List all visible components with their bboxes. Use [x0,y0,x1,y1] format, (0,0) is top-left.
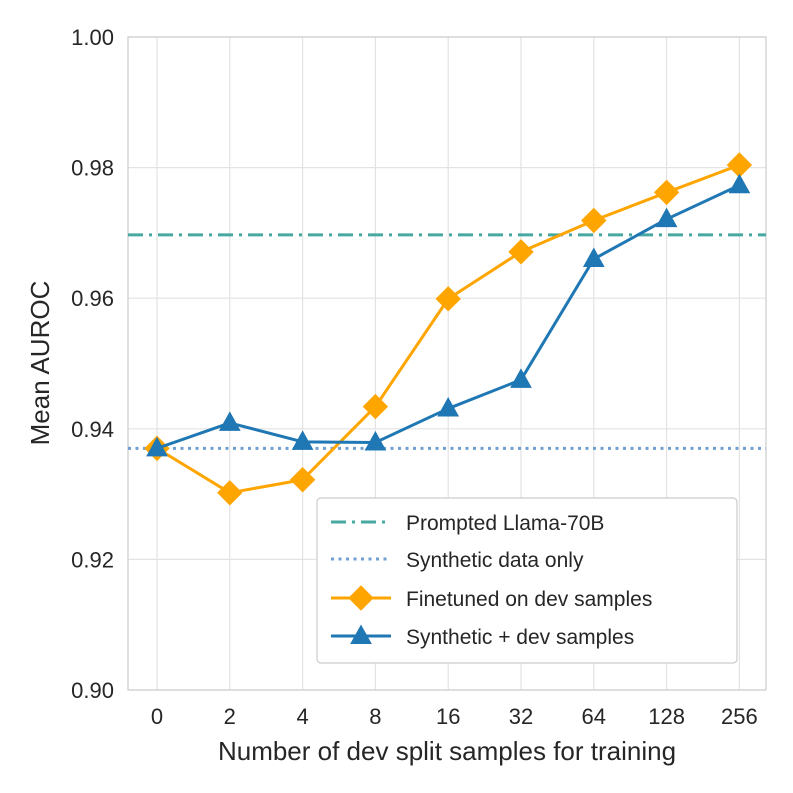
diamond-marker [217,480,243,506]
triangle-marker [582,247,605,268]
legend-label: Finetuned on dev samples [406,588,652,611]
x-tick-label: 2 [224,704,236,729]
y-tick-label: 0.98 [71,156,114,181]
x-tick-label: 0 [151,704,163,729]
series-synthetic-plus-dev [146,173,751,457]
diamond-marker [289,467,316,493]
legend-label: Prompted Llama-70B [406,512,604,535]
y-tick-label: 0.90 [71,678,114,703]
x-tick-label: 64 [582,704,606,729]
diamond-marker [726,152,753,178]
triangle-marker [364,430,387,451]
reference-lines [128,233,766,450]
triangle-marker [510,368,532,388]
triangle-marker [218,411,241,431]
legend-triangle-marker [350,624,372,644]
legend-items: Prompted Llama-70B Synthetic data only Fin… [331,512,652,649]
x-tick-label: 16 [436,704,460,729]
triangle-marker [291,430,314,450]
triangle-marker [655,207,678,228]
legend: Prompted Llama-70B Synthetic data only Fin… [316,497,738,664]
y-axis-label: Mean AUROC [25,281,55,446]
legend-diamond-marker [348,585,374,611]
plot-frame [127,36,767,691]
diamond-marker [653,179,680,206]
legend-entry: Synthetic + dev samples [331,624,634,649]
legend-entry: Synthetic data only [331,549,584,572]
triangle-marker [146,436,168,457]
x-tick-label: 4 [296,704,308,729]
y-tick-label: 0.94 [71,417,114,442]
series-finetuned-on-dev [144,152,753,506]
x-tick-label: 128 [648,704,685,729]
diamond-marker [362,393,389,420]
diamond-marker [508,239,534,265]
x-tick-label: 32 [509,704,533,729]
legend-label: Synthetic + dev samples [406,626,634,649]
legend-box [316,497,738,664]
x-axis-label: Number of dev split samples for training [218,736,676,766]
diamond-marker [581,207,607,234]
legend-entry: Prompted Llama-70B [331,512,604,535]
y-tick-label: 0.96 [71,286,114,311]
diamond-marker [435,286,461,312]
triangle-marker [437,397,460,417]
y-axis-ticks: 0.90 0.92 0.94 0.96 0.98 1.00 [71,25,114,703]
triangle-marker [728,173,751,194]
legend-label: Synthetic data only [406,549,584,572]
x-tick-label: 8 [369,704,381,729]
x-axis-ticks: 0 2 4 8 16 32 64 128 256 [151,704,758,729]
y-tick-label: 0.92 [71,547,114,572]
data-series [144,152,753,506]
legend-entry: Finetuned on dev samples [331,585,652,611]
y-tick-label: 1.00 [71,25,114,50]
x-tick-label: 256 [721,704,758,729]
